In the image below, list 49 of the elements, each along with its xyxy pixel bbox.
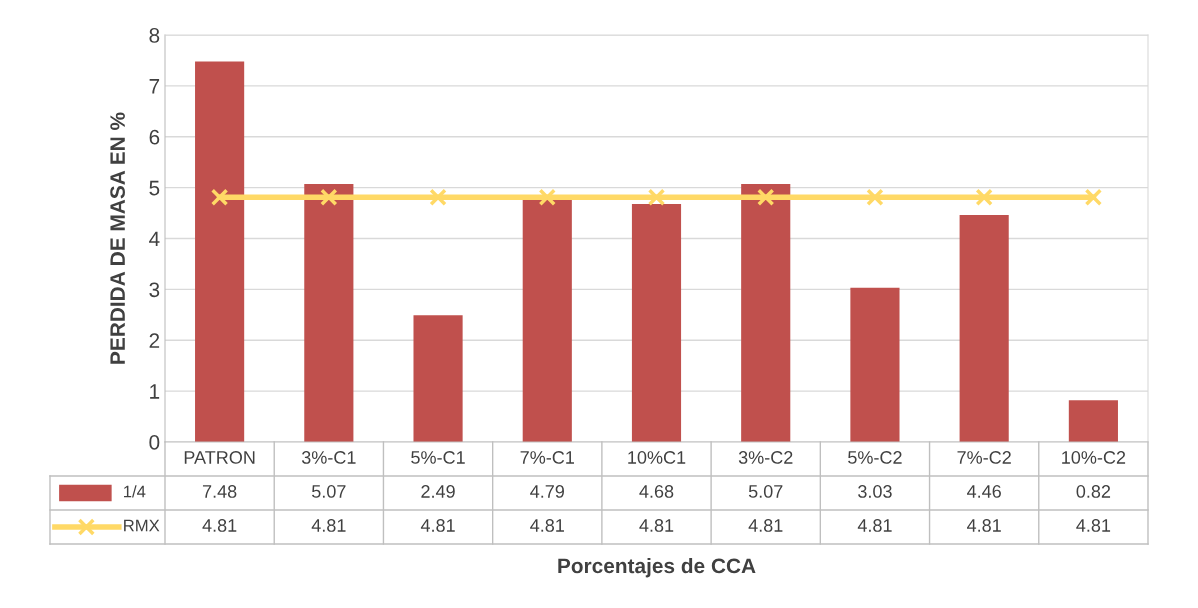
data-label: 4.81 — [530, 519, 564, 532]
data-label: 4.81 — [639, 519, 674, 532]
data-label: 4.81 — [857, 519, 892, 532]
bar — [850, 287, 900, 442]
data-label: 5.07 — [311, 485, 346, 498]
legend-label: 1/4 — [124, 485, 146, 498]
y-tick-label: 5 — [149, 180, 160, 196]
y-tick-label: 4 — [149, 231, 160, 247]
y-tick-label: 7 — [149, 79, 160, 94]
y-axis-title: PERDIDA DE MASA EN % — [110, 112, 125, 364]
data-label: 4.68 — [639, 485, 674, 498]
data-label: 0.82 — [1076, 485, 1111, 498]
data-label: 4.81 — [311, 519, 346, 532]
bar — [413, 315, 463, 442]
data-label: 4.81 — [1076, 519, 1111, 532]
data-label: 4.79 — [530, 485, 564, 498]
x-tick-label: 3%-C2 — [738, 451, 793, 464]
x-tick-label: PATRON — [184, 451, 255, 464]
x-tick-label: 10%C1 — [628, 451, 686, 464]
data-label: 4.81 — [420, 519, 455, 532]
data-label: 5.07 — [748, 485, 783, 498]
bar — [304, 184, 354, 442]
y-tick-label: 8 — [149, 28, 160, 43]
data-label: 3.03 — [858, 485, 892, 498]
x-tick-label: 5%-C2 — [848, 451, 902, 464]
bar — [522, 198, 572, 442]
y-tick-label: 6 — [149, 129, 160, 145]
legend-label: RMX — [124, 519, 160, 532]
x-tick-label: 7%-C1 — [520, 451, 574, 464]
data-label: 7.48 — [202, 485, 237, 498]
data-label: 4.46 — [967, 485, 1001, 498]
x-tick-label: 3%-C1 — [301, 451, 356, 464]
data-label: 2.49 — [421, 485, 455, 498]
y-tick-label: 0 — [149, 435, 160, 450]
bar — [741, 184, 791, 442]
y-tick-label: 3 — [149, 282, 160, 298]
y-tick-label: 1 — [150, 384, 160, 399]
x-tick-label: 10%-C2 — [1062, 451, 1126, 464]
x-tick-label: 5%-C1 — [411, 451, 465, 464]
x-axis-title: Porcentajes de CCA — [558, 557, 756, 578]
bar — [631, 203, 682, 442]
data-label: 4.81 — [967, 519, 1001, 532]
data-label: 4.81 — [748, 519, 783, 532]
data-label: 4.81 — [202, 519, 237, 532]
x-tick-label: 7%-C2 — [957, 451, 1011, 464]
bar — [959, 215, 1009, 442]
bar — [195, 61, 245, 442]
y-tick-label: 2 — [149, 333, 160, 348]
bar — [1068, 400, 1118, 442]
